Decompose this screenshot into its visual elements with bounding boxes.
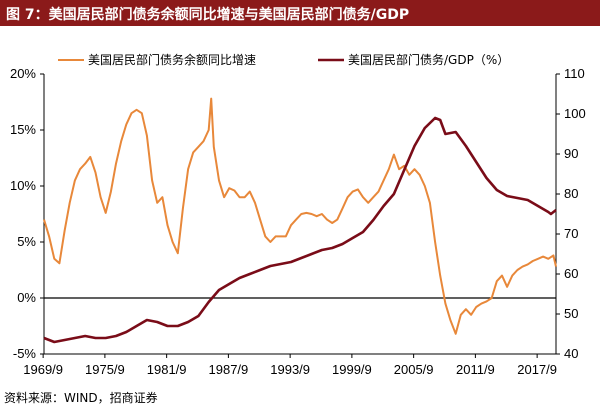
chart-title: 图 7：美国居民部门债务余额同比增速与美国居民部门债务/GDP — [6, 7, 410, 23]
legend-label-debt-to-gdp: 美国居民部门债务/GDP（%） — [348, 52, 509, 67]
x-tick-label: 2005/9 — [394, 362, 434, 377]
left-tick-label: 10% — [10, 178, 36, 193]
right-tick-label: 50 — [564, 306, 578, 321]
left-tick-label: 5% — [17, 234, 36, 249]
x-tick-label: 2011/9 — [456, 362, 495, 377]
right-tick-label: 60 — [564, 266, 578, 281]
left-tick-label: 15% — [10, 122, 36, 137]
left-tick-label: 20% — [10, 66, 36, 81]
legend: 美国居民部门债务余额同比增速 美国居民部门债务/GDP（%） — [58, 52, 509, 67]
legend-label-growth-rate: 美国居民部门债务余额同比增速 — [88, 52, 256, 67]
left-tick-label: 0% — [17, 290, 36, 305]
x-tick-label: 1999/9 — [332, 362, 372, 377]
x-tick-label: 1993/9 — [270, 362, 310, 377]
right-tick-label: 110 — [564, 66, 585, 81]
x-tick-label: 1969/9 — [23, 362, 63, 377]
right-tick-label: 80 — [564, 186, 578, 201]
right-tick-label: 40 — [564, 346, 578, 361]
x-tick-label: 1981/9 — [147, 362, 187, 377]
x-tick-label: 1987/9 — [209, 362, 249, 377]
left-tick-label: -5% — [13, 346, 37, 361]
series-line-debt-to-gdp — [43, 116, 557, 344]
right-tick-label: 100 — [564, 106, 586, 121]
axes: -5% 0% 5% 10% 15% 20% 40 50 60 70 80 90 100 110 1969/9… — [10, 66, 586, 377]
x-tick-label: 2017/9 — [517, 362, 557, 377]
right-tick-label: 70 — [564, 226, 578, 241]
x-tick-label: 1975/9 — [85, 362, 125, 377]
dual-axis-line-chart: -5% 0% 5% 10% 15% 20% 40 50 60 70 80 90 100 110 1969/9… — [10, 52, 586, 377]
source-note: 资料来源：WIND，招商证券 — [4, 391, 158, 405]
right-tick-label: 90 — [564, 146, 578, 161]
series-line-growth-rate — [43, 97, 557, 335]
chart-title-bar: 图 7：美国居民部门债务余额同比增速与美国居民部门债务/GDP — [0, 0, 600, 26]
series-layer — [43, 97, 557, 344]
